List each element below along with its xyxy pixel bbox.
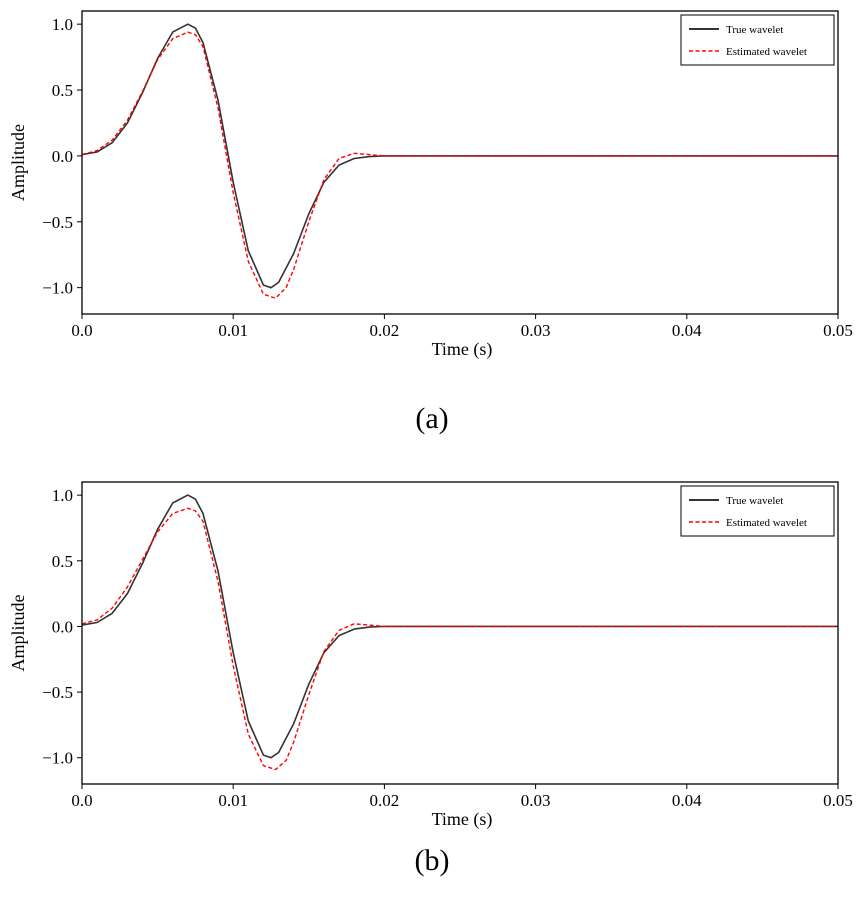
y-tick-label: 1.0 [52, 486, 73, 505]
x-axis-label: Time (s) [432, 809, 493, 830]
x-tick-label: 0.02 [370, 791, 400, 810]
panel-caption: (b) [415, 844, 450, 877]
x-tick-label: 0.03 [521, 321, 551, 340]
y-tick-label: −0.5 [42, 683, 73, 702]
y-tick-label: −1.0 [42, 279, 73, 298]
y-tick-label: 0.5 [52, 81, 73, 100]
y-tick-label: −1.0 [42, 749, 73, 768]
legend-label-estimated-wavelet: Estimated wavelet [726, 517, 807, 529]
y-tick-label: 0.0 [52, 617, 73, 636]
x-tick-label: 0.02 [370, 321, 400, 340]
x-tick-label: 0.01 [218, 321, 248, 340]
series-line-estimated-wavelet [82, 507, 838, 771]
plot-frame [81, 481, 839, 785]
legend-label-true-wavelet: True wavelet [726, 495, 783, 507]
legend: True wavelet Estimated wavelet [680, 14, 835, 66]
series-line-true-wavelet [82, 23, 838, 289]
x-tick-label: 0.03 [521, 791, 551, 810]
plot-frame [81, 10, 839, 315]
legend: True wavelet Estimated wavelet [680, 485, 835, 537]
x-tick-label: 0.01 [218, 791, 248, 810]
x-axis-label: Time (s) [432, 339, 493, 360]
legend-label-true-wavelet: True wavelet [726, 24, 783, 36]
series-line-estimated-wavelet [82, 31, 838, 299]
chart-panel-a: 0.0 0.01 0.02 0.03 0.04 0.05 1.0 0.5 0.0 −0.5 −1.0… [8, 10, 853, 435]
legend-box [680, 485, 835, 537]
x-tick-label: 0.05 [823, 321, 853, 340]
x-tick-label: 0.05 [823, 791, 853, 810]
x-tick-label: 0.04 [672, 321, 702, 340]
y-axis-label: Amplitude [8, 594, 28, 671]
y-tick-label: 0.5 [52, 552, 73, 571]
y-tick-label: 1.0 [52, 15, 73, 34]
panel-caption: (a) [415, 402, 448, 435]
y-tick-label: −0.5 [42, 213, 73, 232]
x-tick-label: 0.04 [672, 791, 702, 810]
legend-box [680, 14, 835, 66]
legend-label-estimated-wavelet: Estimated wavelet [726, 46, 807, 58]
y-axis-label: Amplitude [8, 124, 28, 201]
x-tick-label: 0.0 [71, 321, 92, 340]
y-tick-label: 0.0 [52, 147, 73, 166]
chart-panel-b: 0.0 0.01 0.02 0.03 0.04 0.05 1.0 0.5 0.0 −0.5 −1.0… [8, 481, 853, 877]
x-tick-label: 0.0 [71, 791, 92, 810]
